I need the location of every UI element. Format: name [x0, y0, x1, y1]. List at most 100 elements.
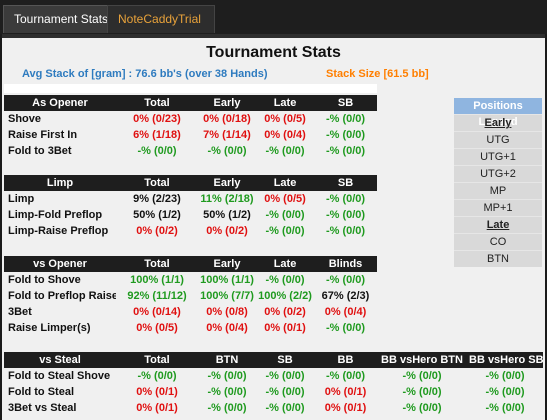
stat-value[interactable]: -% (0/0) [265, 145, 305, 157]
stat-label: Fold to 3Bet [8, 145, 72, 157]
table-row: Limp-Fold Preflop 50% (1/2) 50% (1/2) -% (0… [4, 207, 377, 223]
stat-value[interactable]: -% (0/0) [265, 386, 305, 398]
stat-value[interactable]: -% (0/0) [207, 402, 247, 414]
stat-value[interactable]: -% (0/0) [325, 209, 366, 221]
stat-value[interactable]: 6% (1/18) [133, 129, 181, 141]
stat-value[interactable]: 0% (0/18) [203, 113, 251, 125]
page-title: Tournament Stats [206, 44, 341, 61]
column-header: Blinds [314, 256, 377, 272]
stat-value[interactable]: -% (0/0) [325, 113, 366, 125]
column-header: Total [116, 256, 198, 272]
column-header: BB [314, 352, 377, 368]
stat-value[interactable]: -% (0/0) [325, 145, 366, 157]
stat-value[interactable]: -% (0/0) [265, 370, 305, 382]
stat-value[interactable]: 0% (0/1) [136, 402, 178, 414]
stat-value[interactable]: 9% (2/23) [133, 193, 181, 205]
column-header: Total [116, 352, 198, 368]
table-row: Fold to Steal Shove -% (0/0) -% (0/0) -% (0… [4, 368, 543, 384]
stat-value[interactable]: -% (0/0) [485, 386, 525, 398]
stat-label: Raise First In [8, 129, 78, 141]
table-header-row: Limp Total Early Late SB [4, 175, 377, 191]
stat-value[interactable]: -% (0/0) [137, 145, 177, 157]
stat-label: Fold to Steal [8, 386, 74, 398]
legend-item: BTN [454, 250, 542, 267]
column-header: Late [256, 256, 314, 272]
table-row: 3Bet vs Steal 0% (0/1) -% (0/0) -% (0/0) 0% … [4, 400, 543, 416]
stat-value[interactable]: 0% (0/23) [133, 113, 181, 125]
stat-value[interactable]: 0% (0/4) [206, 322, 248, 334]
stat-value[interactable]: 11% (2/18) [200, 193, 254, 205]
stat-value[interactable]: 0% (0/1) [136, 386, 178, 398]
column-header: Late [256, 175, 314, 191]
stat-value[interactable]: 0% (0/2) [264, 306, 306, 318]
legend-item: UTG+1 [454, 148, 542, 165]
column-header: vs Opener [4, 256, 116, 272]
column-header: SB [314, 175, 377, 191]
tab-notecaddy-trial[interactable]: NoteCaddyTrial [107, 5, 215, 33]
stat-value[interactable]: 100% (1/1) [130, 274, 184, 286]
stat-value[interactable]: 0% (0/5) [136, 322, 178, 334]
stat-value[interactable]: -% (0/0) [325, 322, 366, 334]
stat-label: Fold to Preflop Raise [8, 290, 116, 302]
column-header: BB vsHero SB [467, 352, 543, 368]
stat-value[interactable]: 0% (0/8) [206, 306, 248, 318]
stat-label: Fold to Shove [8, 274, 81, 286]
stat-value[interactable]: 100% (7/7) [200, 290, 254, 302]
stack-size-label: Stack Size [61.5 bb] [326, 68, 429, 80]
as-opener-table: As Opener Total Early Late SB Shove 0% (0/23) 0… [4, 95, 377, 159]
stat-value[interactable]: -% (0/0) [402, 402, 442, 414]
stat-value[interactable]: -% (0/0) [325, 370, 366, 382]
stat-value[interactable]: -% (0/0) [265, 225, 305, 237]
stat-value[interactable]: 0% (0/1) [324, 402, 367, 414]
stat-value[interactable]: 7% (1/14) [203, 129, 251, 141]
stat-value[interactable]: 0% (0/5) [264, 113, 306, 125]
stat-value[interactable]: 92% (11/12) [127, 290, 187, 302]
stat-value[interactable]: 0% (0/14) [133, 306, 181, 318]
stat-value[interactable]: -% (0/0) [137, 370, 177, 382]
stat-value[interactable]: -% (0/0) [265, 274, 305, 286]
stat-value[interactable]: -% (0/0) [402, 386, 442, 398]
stat-value[interactable]: 0% (0/2) [136, 225, 178, 237]
column-header: BB vsHero BTN [377, 352, 467, 368]
stat-value[interactable]: -% (0/0) [207, 370, 247, 382]
stat-value[interactable]: 0% (0/5) [264, 193, 306, 205]
stat-value[interactable]: 0% (0/4) [324, 306, 367, 318]
stat-value[interactable]: -% (0/0) [207, 145, 247, 157]
stat-value[interactable]: 50% (1/2) [133, 209, 181, 221]
stat-value[interactable]: -% (0/0) [265, 402, 305, 414]
table-header-row: vs Opener Total Early Late Blinds [4, 256, 377, 272]
stat-value[interactable]: 0% (0/1) [264, 322, 306, 334]
positions-legend: Positions Legend EarlyUTGUTG+1UTG+2MPMP+… [454, 98, 542, 267]
stat-value[interactable]: 50% (1/2) [203, 209, 251, 221]
table-header-row: As Opener Total Early Late SB [4, 95, 377, 111]
table-row: Limp-Raise Preflop 0% (0/2) 0% (0/2) -% (0/… [4, 223, 377, 239]
table-row: Fold to 3Bet -% (0/0) -% (0/0) -% (0/0) -% (… [4, 143, 377, 159]
stat-value[interactable]: 0% (0/1) [324, 386, 367, 398]
stat-value[interactable]: 67% (2/3) [321, 290, 370, 302]
table-row: Fold to Steal 0% (0/1) -% (0/0) -% (0/0) 0% … [4, 384, 543, 400]
stat-value[interactable]: -% (0/0) [402, 370, 442, 382]
stat-value[interactable]: -% (0/0) [485, 370, 525, 382]
stat-value[interactable]: 0% (0/4) [264, 129, 306, 141]
stat-value[interactable]: 100% (2/2) [258, 290, 312, 302]
stat-value[interactable]: -% (0/0) [325, 193, 366, 205]
stat-value[interactable]: 100% (1/1) [200, 274, 254, 286]
column-header: Total [116, 175, 198, 191]
stat-label: Fold to Steal Shove [8, 370, 111, 382]
stat-value[interactable]: -% (0/0) [485, 402, 525, 414]
tab-tournament-stats[interactable]: Tournament Stats [3, 5, 125, 33]
stat-value[interactable]: 0% (0/2) [206, 225, 248, 237]
stat-value[interactable]: -% (0/0) [325, 129, 366, 141]
table-row: Fold to Preflop Raise 92% (11/12) 100% (7/… [4, 288, 377, 304]
limp-table: Limp Total Early Late SB Limp 9% (2/23) 11% (2/… [4, 175, 377, 239]
column-header: vs Steal [4, 352, 116, 368]
legend-item: MP+1 [454, 199, 542, 216]
table-header-row: vs Steal Total BTN SB BB BB vsHero BTN BB vsHe… [4, 352, 543, 368]
table-row: Limp 9% (2/23) 11% (2/18) 0% (0/5) -% (0/0) [4, 191, 377, 207]
stat-value[interactable]: -% (0/0) [207, 386, 247, 398]
stat-value[interactable]: -% (0/0) [325, 274, 366, 286]
stat-value[interactable]: -% (0/0) [325, 225, 366, 237]
stat-value[interactable]: -% (0/0) [265, 209, 305, 221]
legend-item: CO [454, 233, 542, 250]
legend-item: UTG [454, 131, 542, 148]
